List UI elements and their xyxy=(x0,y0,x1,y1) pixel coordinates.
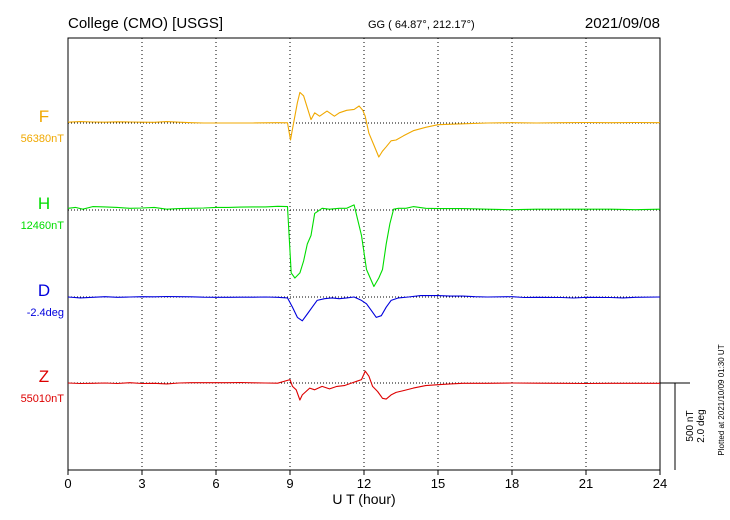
series-d-baseline-label: -2.4deg xyxy=(27,307,64,319)
x-axis-ticks: 0 3 6 9 12 15 18 21 24 xyxy=(64,470,667,491)
tick-label-12: 12 xyxy=(357,476,371,491)
tick-label-21: 21 xyxy=(579,476,593,491)
station-title: College (CMO) [USGS] xyxy=(68,15,223,32)
series-d-line xyxy=(67,295,661,322)
series-labels: F 56380nT H 12460nT D -2.4deg Z 55010nT xyxy=(21,107,65,405)
scale-bar-deg-label: 2.0 deg xyxy=(696,409,707,442)
series-h-baseline-label: 12460nT xyxy=(21,220,65,232)
scale-bar-nt-label: 500 nT xyxy=(685,410,696,441)
tick-label-6: 6 xyxy=(212,476,219,491)
plotted-at-note: Plotted at 2021/10/09 01:30 UT xyxy=(717,344,726,455)
series-h-line xyxy=(67,204,661,288)
series-f-name: F xyxy=(39,107,49,126)
plot-date: 2021/09/08 xyxy=(585,15,660,32)
scale-bar: 500 nT 2.0 deg xyxy=(660,382,707,470)
series-d-name: D xyxy=(38,281,50,300)
station-coords: GG ( 64.87°, 212.17°) xyxy=(368,19,475,31)
tick-label-9: 9 xyxy=(286,476,293,491)
series-f-line xyxy=(67,91,661,158)
series-lines xyxy=(67,91,661,401)
series-z-baseline-label: 55010nT xyxy=(21,393,65,405)
grid-lines xyxy=(141,38,587,470)
tick-label-15: 15 xyxy=(431,476,445,491)
series-h-name: H xyxy=(38,194,50,213)
series-z-line xyxy=(67,370,660,401)
tick-label-18: 18 xyxy=(505,476,519,491)
x-axis-label: U T (hour) xyxy=(332,491,395,507)
series-z-name: Z xyxy=(39,367,49,386)
series-f-baseline-label: 56380nT xyxy=(21,133,65,145)
tick-label-24: 24 xyxy=(653,476,667,491)
tick-label-3: 3 xyxy=(138,476,145,491)
tick-label-0: 0 xyxy=(64,476,71,491)
